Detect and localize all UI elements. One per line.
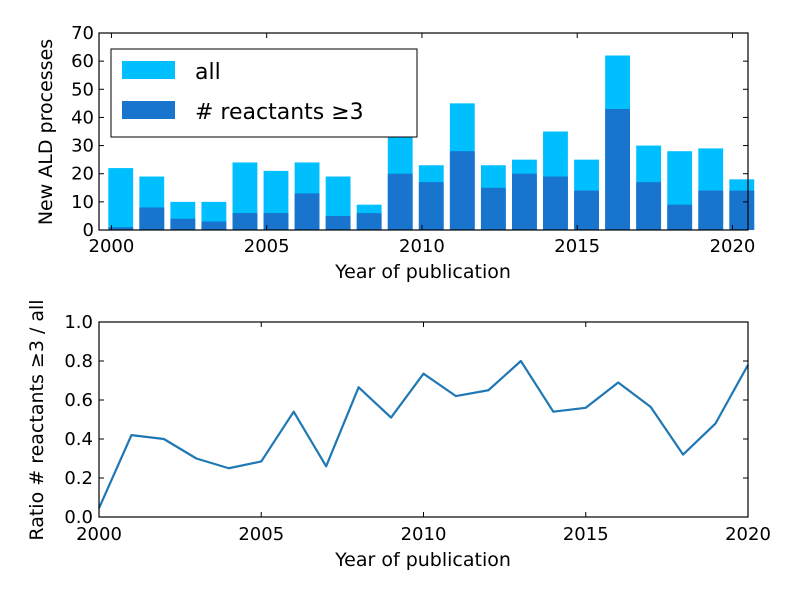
x-tick-label: 2015: [563, 524, 609, 545]
bar-reactants: [108, 227, 134, 230]
y-tick-label: 40: [71, 107, 94, 128]
y-tick-label: 0.2: [64, 468, 93, 489]
y-tick-label: 60: [71, 51, 94, 72]
bar-reactants: [263, 213, 289, 230]
bar-reactants: [201, 221, 227, 230]
bar-reactants: [574, 190, 599, 230]
x-tick-label: 2005: [238, 524, 284, 545]
x-tick-label: 2000: [76, 524, 122, 545]
line-y-axis-label: Ratio # reactants ≥3 / all: [26, 299, 48, 540]
bar-chart: 0 10 20 30 40 50 60 70 2000 2005 2010 2015 2020 Year…: [35, 23, 755, 283]
y-tick-label: 10: [71, 192, 94, 213]
bar-plot-frame: [98, 32, 749, 231]
bar-reactants: [636, 182, 662, 230]
bar-reactants: [170, 218, 196, 230]
x-tick-label: 2010: [401, 524, 447, 545]
y-tick-label: 50: [71, 79, 94, 100]
bar-reactants: [325, 215, 351, 230]
x-tick-label: 2000: [89, 236, 135, 257]
x-tick-label: 2020: [725, 524, 771, 545]
bar-reactants: [667, 204, 693, 230]
bar-reactants: [729, 190, 755, 230]
legend-label-all: all: [195, 60, 221, 85]
y-tick-label: 0: [83, 220, 94, 241]
y-tick-label: 70: [71, 23, 94, 44]
bar-reactants: [605, 108, 630, 230]
x-tick-label: 2005: [244, 236, 290, 257]
bar-reactants: [543, 176, 568, 230]
ratio-line: [97, 359, 749, 509]
x-tick-label: 2015: [554, 236, 600, 257]
bar-reactants: [512, 173, 537, 230]
bar-layer: [108, 55, 755, 231]
y-tick-label: 0.0: [64, 507, 93, 528]
line-plot-frame: [98, 321, 749, 518]
y-tick-label: 0.8: [64, 351, 93, 372]
bar-legend: all # reactants ≥3: [110, 48, 418, 138]
line-ticks: 0.0 0.2 0.4 0.6 0.8 1.0 2000 2005 2010 2015 2020: [64, 312, 771, 545]
bar-x-axis-label: Year of publication: [334, 261, 511, 283]
y-tick-label: 20: [71, 164, 94, 185]
bar-reactants: [418, 182, 444, 230]
x-tick-label: 2010: [399, 236, 445, 257]
bar-reactants: [232, 213, 258, 230]
bar-reactants: [294, 193, 320, 230]
bar-reactants: [449, 151, 475, 230]
x-tick-label: 2020: [710, 236, 756, 257]
line-chart: 0.0 0.2 0.4 0.6 0.8 1.0 2000 2005 2010 2015 2020 Y…: [26, 299, 771, 571]
y-tick-label: 30: [71, 136, 94, 157]
bar-all: [108, 168, 134, 230]
bar-reactants: [698, 190, 724, 230]
bar-y-axis-label: New ALD processes: [35, 39, 57, 225]
bar-reactants: [480, 187, 506, 230]
legend-label-reactants: # reactants ≥3: [195, 100, 364, 125]
y-tick-label: 1.0: [64, 312, 93, 333]
bar-reactants: [139, 207, 165, 230]
y-tick-label: 0.6: [64, 390, 93, 411]
bar-ticks: 0 10 20 30 40 50 60 70 2000 2005 2010 2015 2020: [71, 23, 755, 257]
bar-reactants: [356, 213, 382, 230]
line-layer: [97, 359, 749, 509]
bar-reactants: [387, 173, 413, 230]
legend-swatch-all: [122, 61, 175, 79]
line-x-axis-label: Year of publication: [334, 549, 511, 571]
y-tick-label: 0.4: [64, 429, 93, 450]
legend-swatch-reactants: [122, 101, 175, 119]
